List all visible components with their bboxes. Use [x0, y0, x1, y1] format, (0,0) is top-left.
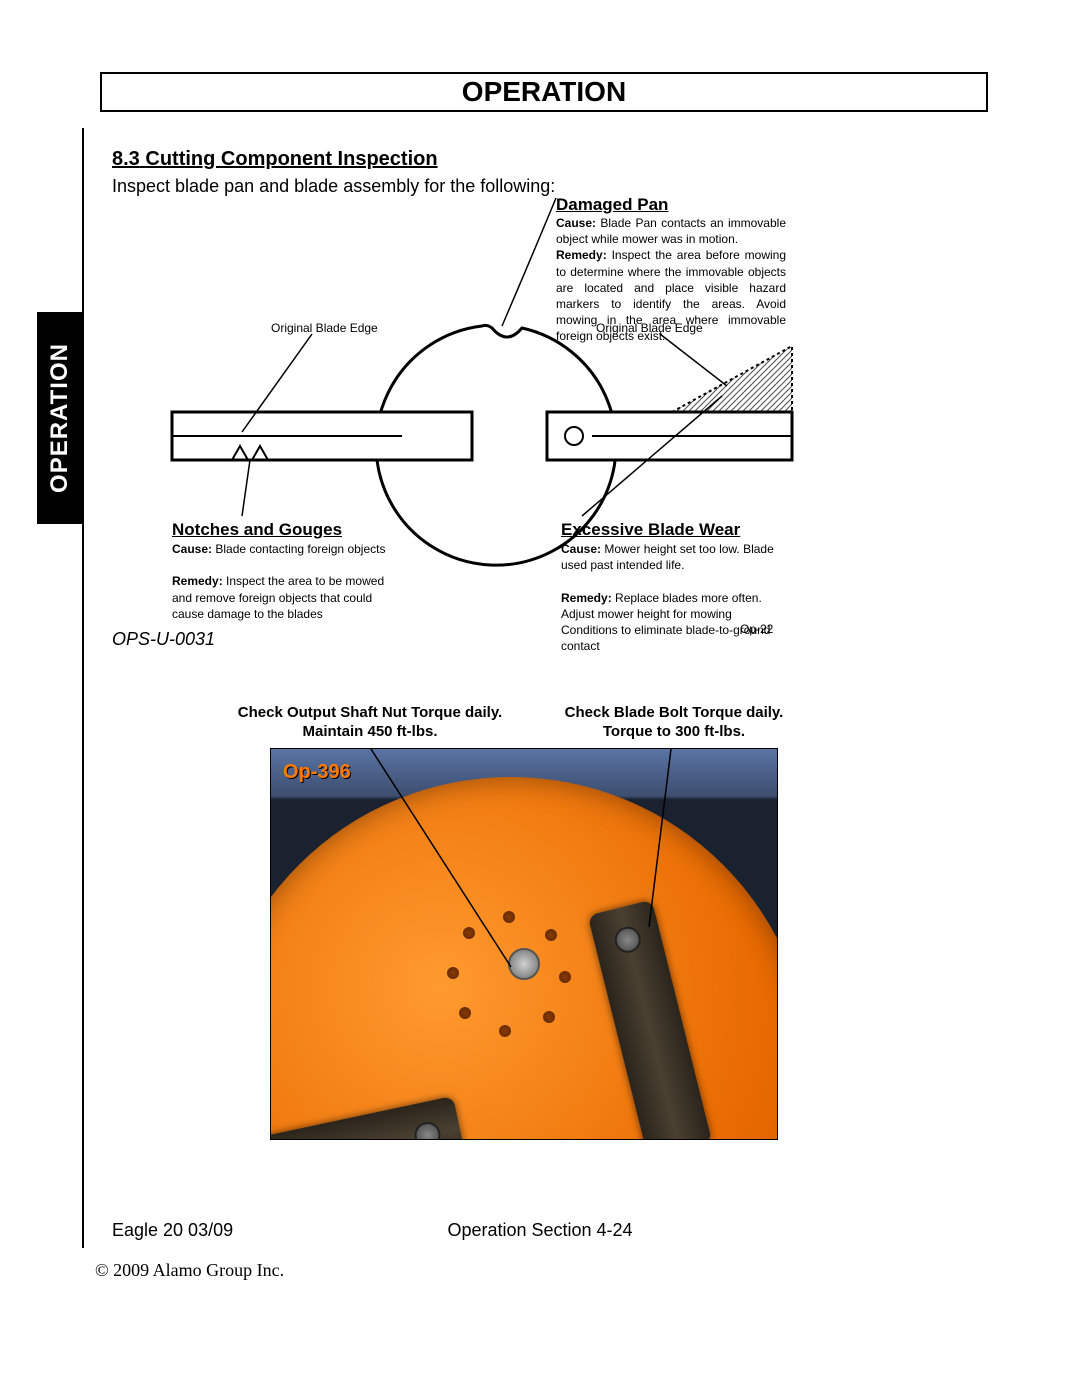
stud	[499, 1025, 511, 1037]
section-heading: 8.3 Cutting Component Inspection	[112, 148, 438, 171]
blade-bolt	[412, 1120, 443, 1140]
stud	[459, 1007, 471, 1019]
page-title-box: OPERATION	[100, 72, 988, 112]
notches-text: Cause: Blade contacting foreign objects …	[172, 541, 402, 622]
shaft-nut	[508, 948, 540, 980]
section-intro: Inspect blade pan and blade assembly for…	[112, 176, 555, 197]
original-edge-label-right: Original Blade Edge	[596, 321, 703, 335]
side-tab: OPERATION	[37, 312, 82, 524]
stud	[559, 971, 571, 983]
side-tab-label: OPERATION	[46, 343, 74, 493]
notches-heading: Notches and Gouges	[172, 520, 342, 540]
stud	[447, 967, 459, 979]
damaged-pan-heading: Damaged Pan	[556, 195, 668, 215]
blade-bolt	[612, 924, 644, 956]
stud	[543, 1011, 555, 1023]
stud	[503, 911, 515, 923]
stud	[463, 927, 475, 939]
torque-photo: Op-396	[270, 748, 778, 1140]
page-title: OPERATION	[462, 76, 626, 108]
callout-shaft-nut: Check Output Shaft Nut Torque daily. Mai…	[230, 704, 510, 742]
excessive-wear-text: Cause: Mower height set too low. Blade u…	[561, 541, 781, 654]
op22-label: Op-22	[740, 622, 773, 636]
callout-blade-bolt: Check Blade Bolt Torque daily. Torque to…	[534, 704, 814, 742]
footer-center: Operation Section 4-24	[0, 1220, 1080, 1241]
original-edge-label-left: Original Blade Edge	[271, 321, 378, 335]
ops-code: OPS-U-0031	[112, 629, 215, 650]
stud	[545, 929, 557, 941]
op396-label: Op-396	[283, 761, 351, 784]
excessive-wear-heading: Excessive Blade Wear	[561, 520, 740, 540]
copyright: © 2009 Alamo Group Inc.	[95, 1260, 284, 1281]
